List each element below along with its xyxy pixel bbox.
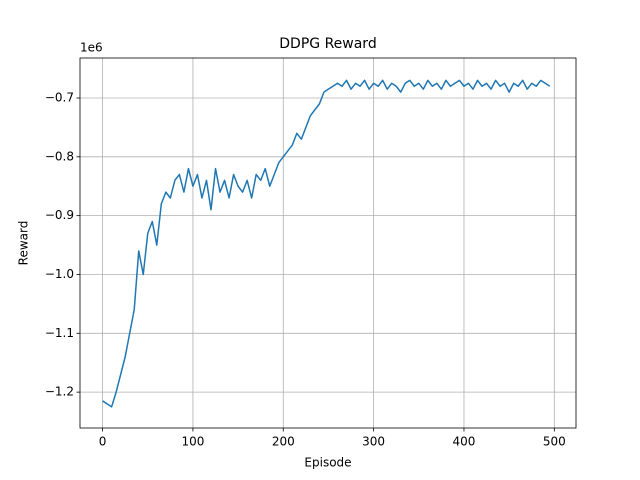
x-tick-label: 100	[181, 435, 204, 449]
x-tick-label: 200	[272, 435, 295, 449]
y-tick-label: −1.0	[45, 267, 74, 281]
x-tick-label: 500	[543, 435, 566, 449]
x-tick-label: 400	[453, 435, 476, 449]
y-offset-text: 1e6	[80, 41, 103, 55]
y-axis-label: Reward	[17, 221, 31, 266]
x-tick-label: 300	[362, 435, 385, 449]
y-tick-label: −0.9	[45, 208, 74, 222]
chart-title: DDPG Reward	[279, 36, 376, 52]
x-tick-label: 0	[99, 435, 107, 449]
x-axis-label: Episode	[304, 456, 351, 470]
y-tick-label: −0.7	[45, 91, 74, 105]
y-tick-label: −1.1	[45, 326, 74, 340]
y-tick-label: −0.8	[45, 149, 74, 163]
axes-frame	[79, 57, 577, 429]
data-line	[102, 79, 551, 408]
y-tick-label: −1.2	[45, 385, 74, 399]
